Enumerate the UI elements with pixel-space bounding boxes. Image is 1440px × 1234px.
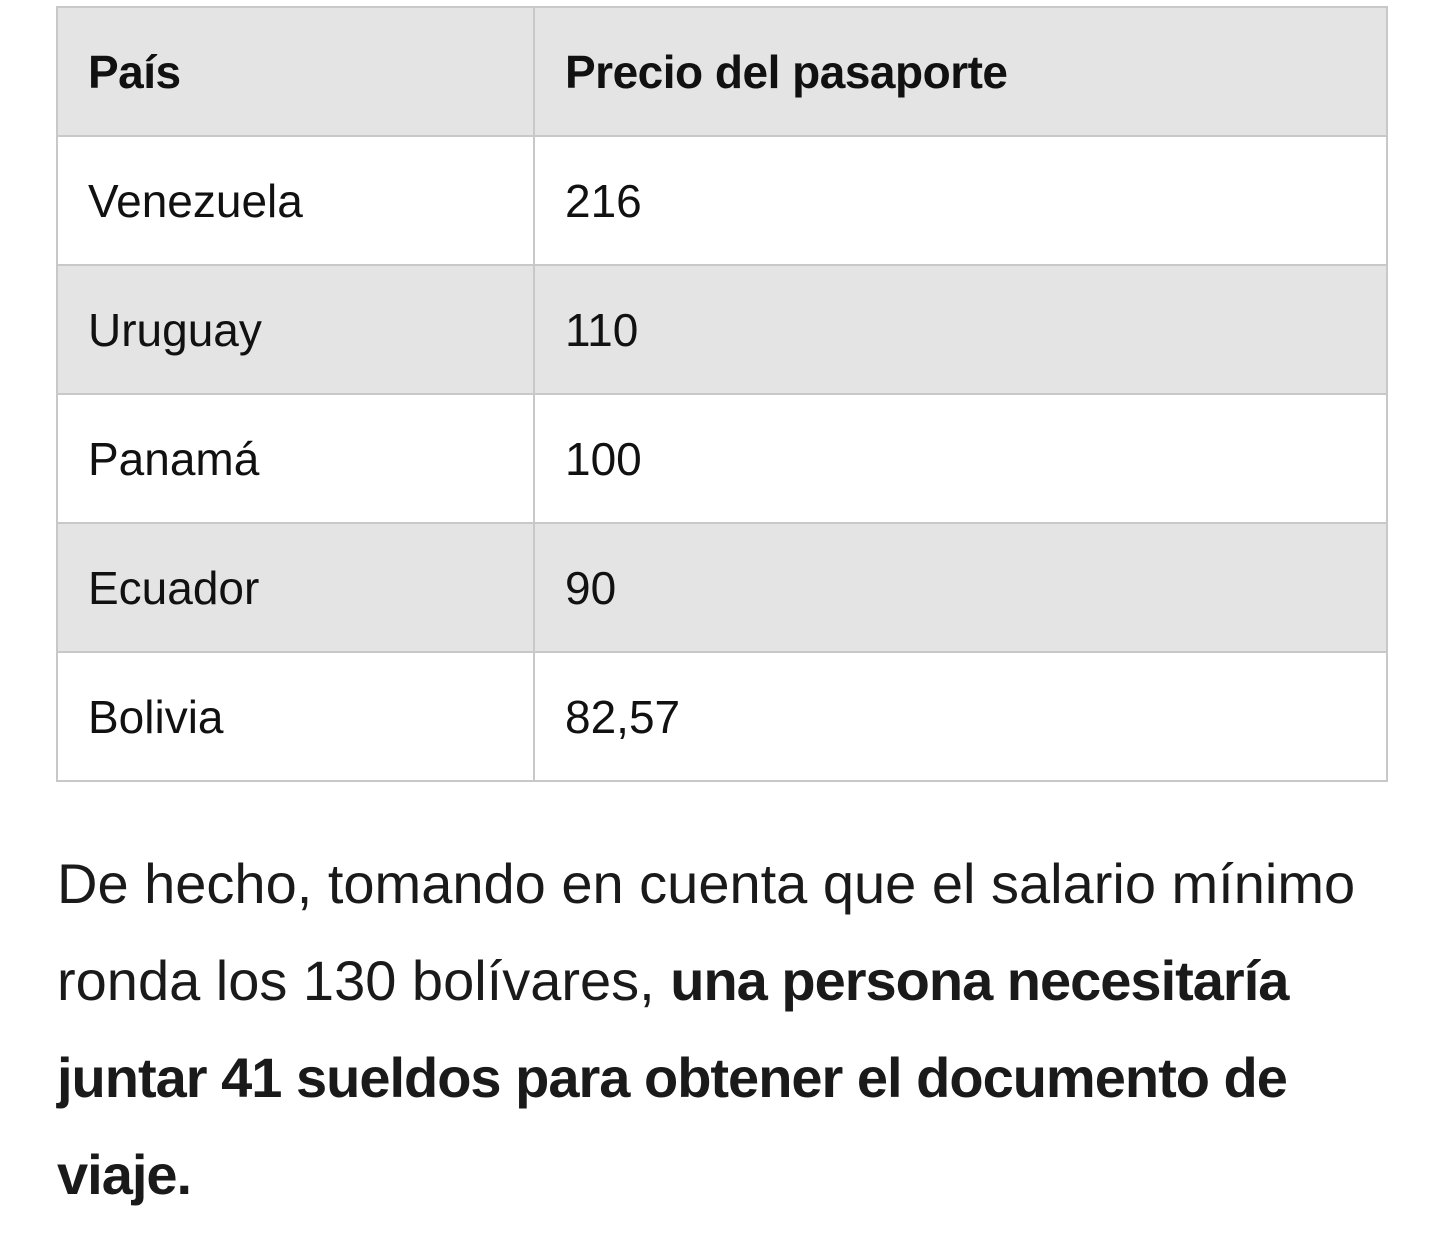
table-row: Panamá 100 [56,393,1388,524]
country-cell: Ecuador [56,522,535,653]
country-cell: Venezuela [56,135,535,266]
price-cell: 216 [533,135,1388,266]
price-cell: 100 [533,393,1388,524]
passport-price-table: País Precio del pasaporte Venezuela 216 … [56,6,1388,782]
country-cell: Bolivia [56,651,535,782]
table-row: Venezuela 216 [56,135,1388,266]
body-paragraph: De hecho, tomando en cuenta que el salar… [57,835,1397,1223]
table-row: Ecuador 90 [56,522,1388,653]
country-cell: Panamá [56,393,535,524]
column-header-passport-price: Precio del pasaporte [533,6,1388,137]
paragraph-normal-text: De hecho, tomando en cuenta que el salar… [57,852,1356,1012]
country-cell: Uruguay [56,264,535,395]
table-row: Uruguay 110 [56,264,1388,395]
table-header-row: País Precio del pasaporte [56,6,1388,137]
column-header-country: País [56,6,535,137]
price-cell: 90 [533,522,1388,653]
price-cell: 110 [533,264,1388,395]
paragraph-bold-text: una persona necesitaría juntar 41 sueldo… [57,949,1289,1206]
table-row: Bolivia 82,57 [56,651,1388,782]
price-cell: 82,57 [533,651,1388,782]
